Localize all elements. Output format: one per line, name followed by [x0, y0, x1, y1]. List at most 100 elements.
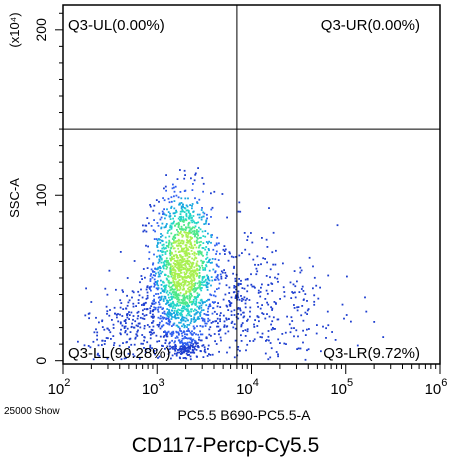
event-dot [115, 314, 118, 316]
event-dot [195, 222, 198, 224]
event-dot [180, 202, 183, 204]
event-dot [204, 348, 206, 351]
event-dot [142, 230, 145, 233]
event-dot [140, 288, 142, 291]
event-dot [189, 213, 192, 216]
event-dot [159, 315, 162, 317]
event-dot [181, 258, 184, 261]
event-dot [177, 297, 180, 299]
event-dot [151, 302, 153, 305]
event-dot [175, 311, 178, 313]
event-dot [219, 252, 221, 255]
event-dot [194, 345, 197, 348]
event-dot [108, 314, 111, 317]
event-dot [207, 282, 210, 285]
event-dot [119, 321, 122, 324]
event-dot [156, 239, 159, 242]
event-dot [107, 337, 109, 340]
event-dot [198, 301, 200, 304]
event-dot [174, 185, 177, 188]
event-dot [168, 321, 171, 324]
event-dot [120, 333, 122, 336]
event-dot [194, 282, 197, 285]
event-dot [163, 226, 166, 229]
event-dot [170, 272, 173, 275]
event-dot [182, 221, 185, 223]
event-dot [101, 339, 104, 342]
event-dot [199, 325, 202, 327]
event-dot [178, 279, 181, 281]
event-dot [161, 344, 163, 347]
event-dot [142, 268, 145, 270]
event-dot [150, 225, 153, 227]
event-dot [269, 342, 272, 344]
event-dot [234, 297, 237, 299]
event-dot [172, 183, 174, 186]
event-dot [172, 242, 175, 244]
event-dot [180, 269, 183, 271]
event-dot [172, 347, 174, 350]
event-dot [188, 281, 190, 283]
event-dot [217, 302, 219, 304]
event-dot [233, 291, 236, 293]
event-dot [161, 240, 164, 242]
event-dot [204, 325, 207, 327]
event-dot [171, 333, 174, 336]
event-dot [169, 299, 171, 302]
event-dot [164, 251, 167, 253]
event-dot [200, 306, 203, 309]
event-dot [230, 255, 233, 258]
event-dot [175, 352, 178, 355]
event-dot [150, 285, 153, 288]
event-dot [185, 308, 188, 311]
event-dot [223, 269, 225, 271]
event-dot [174, 316, 176, 318]
event-dot [170, 282, 172, 284]
event-dot [164, 217, 166, 220]
event-dot [312, 287, 314, 290]
event-dot [180, 242, 182, 244]
event-dot [294, 291, 296, 294]
event-dot [190, 271, 192, 273]
event-dot [307, 308, 310, 310]
event-dot [119, 322, 122, 325]
event-dot [131, 296, 133, 299]
event-dot [261, 312, 264, 314]
event-dot [188, 314, 191, 316]
event-dot [206, 251, 209, 254]
event-dot [136, 311, 139, 314]
event-dot [154, 306, 157, 309]
event-dot [191, 294, 193, 297]
event-dot [207, 298, 209, 301]
event-dot [171, 339, 173, 342]
event-dot [201, 207, 203, 209]
event-dot [174, 237, 176, 239]
event-dot [124, 331, 127, 334]
event-dot [138, 294, 141, 297]
event-dot [176, 324, 179, 327]
event-dot [148, 348, 151, 351]
event-dot [179, 266, 182, 268]
event-dot [183, 252, 186, 255]
event-dot [181, 266, 184, 269]
event-dot [253, 338, 256, 341]
event-dot [166, 322, 169, 325]
event-dot [299, 271, 302, 274]
event-dot [178, 309, 181, 311]
event-dot [193, 316, 196, 319]
event-dot [193, 221, 196, 224]
event-dot [184, 337, 187, 339]
event-dot [178, 289, 181, 292]
event-dot [119, 332, 122, 335]
event-dot [167, 353, 170, 355]
event-dot [302, 329, 304, 332]
event-dot [198, 198, 201, 201]
event-dot [150, 328, 153, 331]
event-dot [170, 357, 172, 360]
event-dot [196, 260, 199, 263]
event-dot [157, 261, 160, 264]
event-dot [194, 308, 196, 311]
event-dot [183, 169, 186, 172]
event-dot [269, 356, 272, 359]
event-dot [200, 236, 202, 239]
